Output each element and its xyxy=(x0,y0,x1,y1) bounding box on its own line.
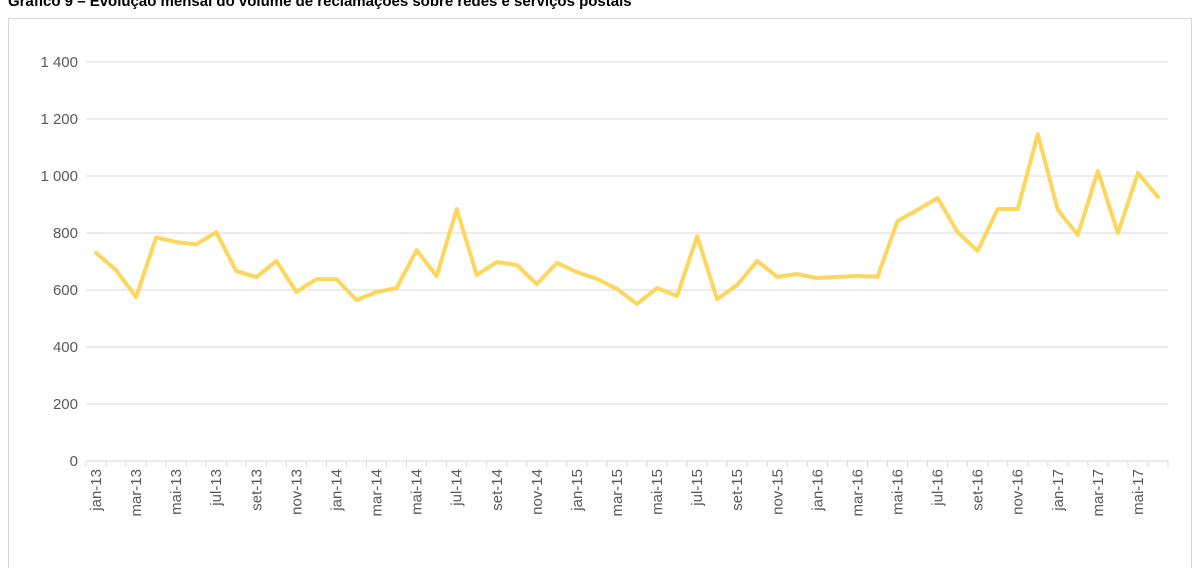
x-tick-label: mar-13 xyxy=(128,469,145,517)
y-tick-label: 1 400 xyxy=(40,54,78,71)
x-tick-label: jan-17 xyxy=(1050,469,1067,512)
x-tick-label: jul-15 xyxy=(689,469,706,507)
x-tick-label: set-16 xyxy=(970,469,987,511)
x-tick-label: jan-14 xyxy=(328,469,345,512)
y-tick-label: 600 xyxy=(53,282,78,299)
y-tick-label: 800 xyxy=(53,225,78,242)
x-tick-label: nov-16 xyxy=(1010,469,1027,515)
x-tick-label: set-15 xyxy=(729,469,746,511)
x-tick-label: nov-13 xyxy=(288,469,305,515)
x-tick-label: jul-16 xyxy=(930,469,947,507)
y-tick-label: 1 000 xyxy=(40,168,78,185)
x-tick-label: mai-16 xyxy=(890,469,907,515)
y-tick-label: 200 xyxy=(53,396,78,413)
x-tick-label: nov-15 xyxy=(769,469,786,515)
data-line xyxy=(94,132,1160,306)
x-tick-label: mai-14 xyxy=(409,469,426,515)
x-tick-label: jul-14 xyxy=(449,469,466,507)
y-tick-label: 0 xyxy=(70,453,78,470)
x-tick-label: mar-15 xyxy=(609,469,626,517)
x-tick-label: nov-14 xyxy=(529,469,546,515)
x-tick-label: set-13 xyxy=(248,469,265,511)
y-tick-label: 400 xyxy=(53,339,78,356)
x-tick-label: jan-16 xyxy=(809,469,826,512)
x-tick-label: jan-15 xyxy=(569,469,586,512)
x-tick-label: mar-14 xyxy=(369,469,386,517)
x-tick-label: jan-13 xyxy=(88,469,105,512)
chart-title: Gráfico 9 – Evolução mensal do volume de… xyxy=(8,0,632,10)
x-tick-label: mar-17 xyxy=(1090,469,1107,517)
x-tick-label: mai-17 xyxy=(1130,469,1147,515)
x-tick-label: mai-13 xyxy=(168,469,185,515)
x-tick-label: mai-15 xyxy=(649,469,666,515)
x-tick-label: jul-13 xyxy=(208,469,225,507)
x-tick-label: set-14 xyxy=(489,469,506,511)
chart-border xyxy=(8,18,1192,573)
y-tick-label: 1 200 xyxy=(40,111,78,128)
x-tick-label: mar-16 xyxy=(849,469,866,517)
